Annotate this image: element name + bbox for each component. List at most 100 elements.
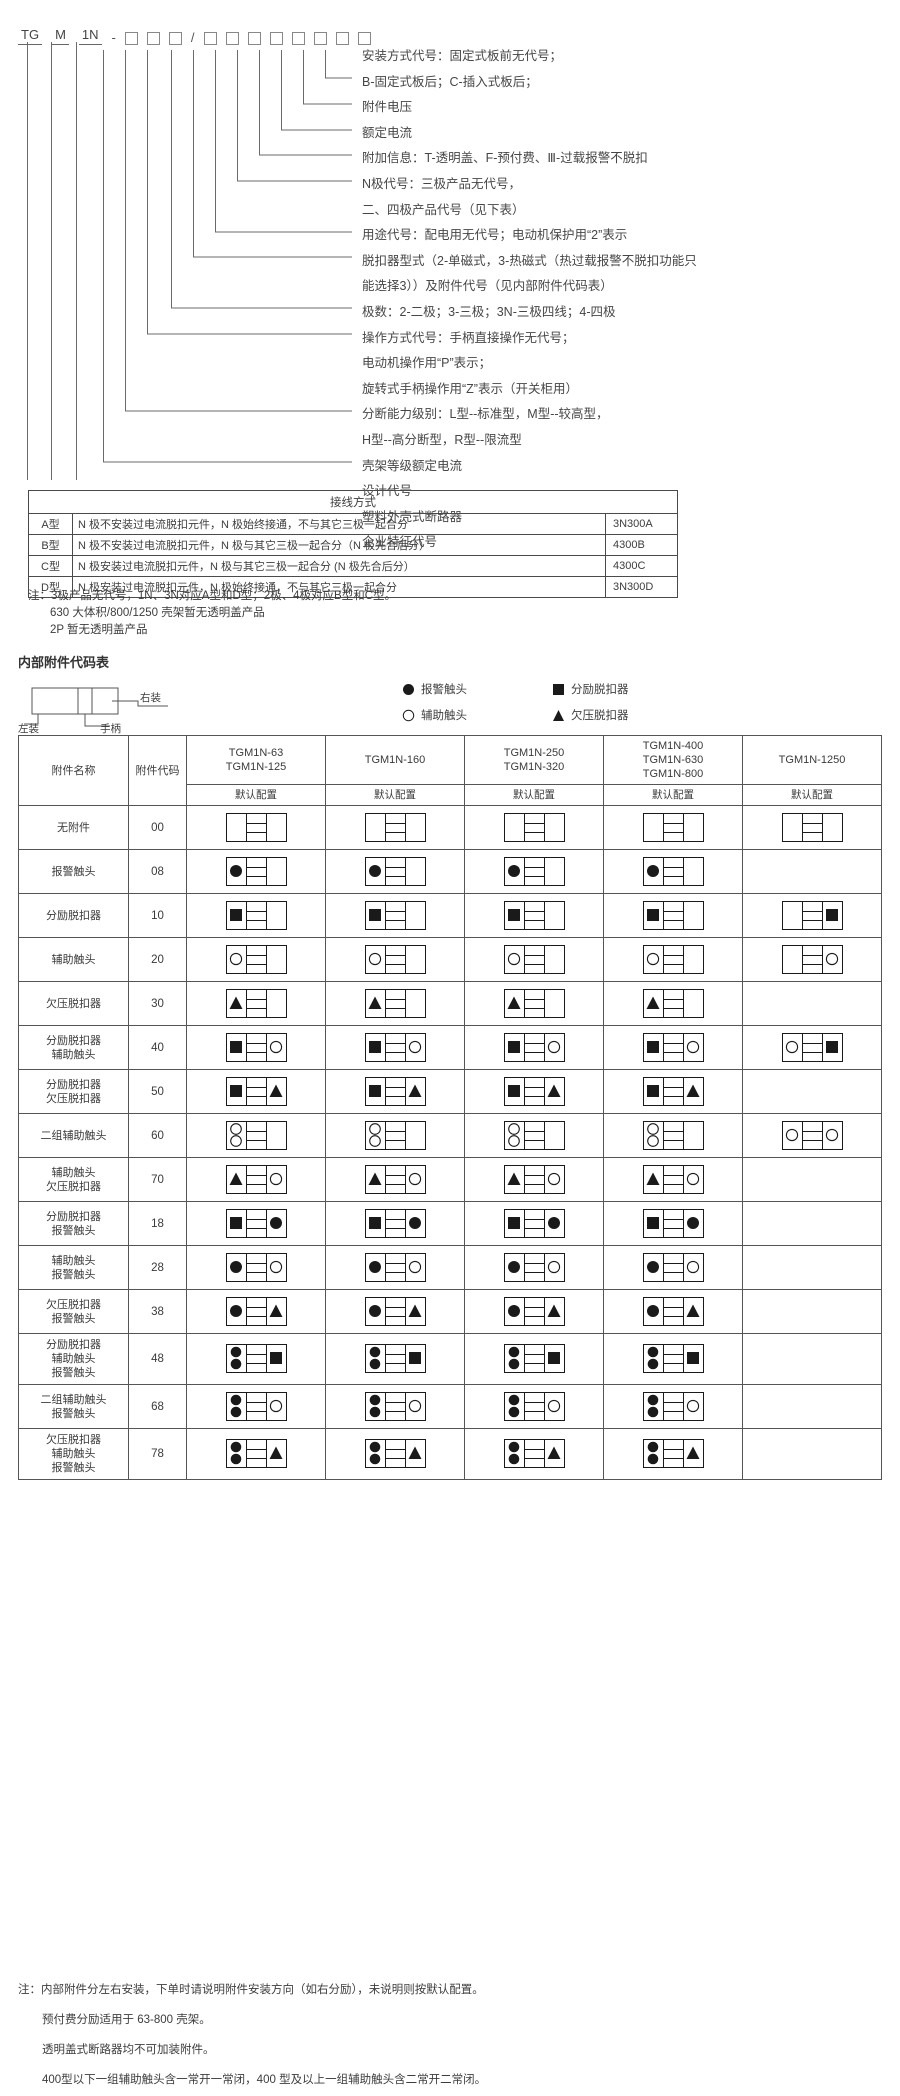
desc-line-15: 分断能力级别：L型--标准型，M型--较高型， bbox=[362, 407, 609, 422]
header-accessory-name: 附件名称 bbox=[18, 735, 129, 806]
accessory-name: 分励脱扣器 辅助触头 报警触头 bbox=[18, 1333, 129, 1385]
accessory-code: 10 bbox=[128, 893, 187, 938]
config-diagram-cell bbox=[464, 937, 604, 982]
config-diagram-cell bbox=[464, 1428, 604, 1480]
config-diagram-cell bbox=[464, 1113, 604, 1158]
notes-bottom: 注：内部附件分左右安装，下单时请说明附件安装方向（如右分励），未说明则按默认配置… bbox=[18, 1975, 486, 2095]
handle-orientation-figure: 左装 手柄 右装 bbox=[18, 680, 218, 735]
accessory-name: 分励脱扣器 bbox=[18, 893, 129, 938]
legend-item-shunt-release: 分励脱扣器 bbox=[545, 681, 695, 697]
config-diagram-cell bbox=[325, 981, 465, 1026]
legend-item-undervoltage-release: 欠压脱扣器 bbox=[545, 707, 695, 723]
wiring-type: A型 bbox=[28, 513, 73, 535]
config-diagram-cell bbox=[742, 1201, 882, 1246]
code-box-10 bbox=[335, 32, 349, 45]
table-row: 分励脱扣器 报警触头 18 bbox=[18, 1201, 882, 1246]
handle-right-label: 右装 bbox=[140, 691, 161, 704]
accessory-name: 分励脱扣器 报警触头 bbox=[18, 1201, 129, 1246]
config-diagram-cell bbox=[186, 1289, 326, 1334]
config-diagram-cell bbox=[603, 981, 743, 1026]
code-box-3 bbox=[168, 32, 182, 45]
header-default-1: 默认配置 bbox=[186, 784, 326, 806]
accessory-code: 70 bbox=[128, 1157, 187, 1202]
wiring-desc: N 极不安装过电流脱扣元件，N 极与其它三极一起合分（N 极先合后分） bbox=[72, 534, 606, 556]
accessory-code: 30 bbox=[128, 981, 187, 1026]
desc-line-13: 电动机操作用“P”表示； bbox=[362, 356, 492, 371]
config-diagram-cell bbox=[464, 805, 604, 850]
table-row: A型 N 极不安装过电流脱扣元件，N 极始终接通，不与其它三极一起合分 3N30… bbox=[28, 513, 678, 535]
config-diagram-cell bbox=[742, 1157, 882, 1202]
accessory-code: 48 bbox=[128, 1333, 187, 1385]
table-row: C型 N 极安装过电流脱扣元件，N 极与其它三极一起合分 (N 极先合后分） 4… bbox=[28, 555, 678, 577]
legend-row: 报警触头 分励脱扣器 bbox=[395, 676, 695, 702]
accessory-code: 60 bbox=[128, 1113, 187, 1158]
code-box-11 bbox=[357, 32, 371, 45]
config-diagram-cell bbox=[325, 849, 465, 894]
desc-line-3: 附件电压 bbox=[362, 100, 413, 115]
config-diagram-cell bbox=[186, 981, 326, 1026]
desc-line-12: 操作方式代号：手柄直接操作无代号； bbox=[362, 330, 575, 345]
accessory-name: 二组辅助触头 bbox=[18, 1113, 129, 1158]
filled-triangle-icon bbox=[545, 709, 571, 722]
config-diagram-cell bbox=[742, 893, 882, 938]
header-model-1: TGM1N-63 TGM1N-125 bbox=[186, 735, 326, 785]
table-row: 二组辅助触头 60 bbox=[18, 1113, 882, 1158]
desc-line-1: 安装方式代号：固定式板前无代号； bbox=[362, 49, 563, 63]
config-diagram-cell bbox=[603, 1113, 743, 1158]
accessory-name: 二组辅助触头 报警触头 bbox=[18, 1384, 129, 1429]
desc-line-11: 极数：2-二极；3-三极；3N-三极四线；4-四极 bbox=[362, 304, 616, 319]
config-diagram-cell bbox=[325, 893, 465, 938]
note-line-3: 2P 暂无透明盖产品 bbox=[50, 624, 148, 636]
table-row: 欠压脱扣器 30 bbox=[18, 981, 882, 1026]
desc-line-6: N极代号：三极产品无代号， bbox=[362, 176, 522, 191]
header-model-3: TGM1N-250 TGM1N-320 bbox=[464, 735, 604, 785]
config-diagram-cell bbox=[464, 849, 604, 894]
accessory-code: 50 bbox=[128, 1069, 187, 1114]
config-diagram-cell bbox=[603, 805, 743, 850]
config-diagram-cell bbox=[325, 805, 465, 850]
header-default-2: 默认配置 bbox=[325, 784, 465, 806]
header-model-5: TGM1N-1250 bbox=[742, 735, 882, 785]
wiring-code: 3N300D bbox=[605, 576, 678, 598]
table-row: B型 N 极不安装过电流脱扣元件，N 极与其它三极一起合分（N 极先合后分） 4… bbox=[28, 534, 678, 556]
wiring-type: D型 bbox=[28, 576, 73, 598]
accessory-name: 无附件 bbox=[18, 805, 129, 850]
table-row: 辅助触头 欠压脱扣器 70 bbox=[18, 1157, 882, 1202]
header-default-3: 默认配置 bbox=[464, 784, 604, 806]
config-diagram-cell bbox=[186, 1201, 326, 1246]
accessory-code: 40 bbox=[128, 1025, 187, 1070]
desc-line-5: 附加信息：T-透明盖、F-预付费、Ⅲ-过载报警不脱扣 bbox=[362, 151, 648, 166]
config-diagram-cell bbox=[742, 1428, 882, 1480]
legend-row: 辅助触头 欠压脱扣器 bbox=[395, 702, 695, 728]
accessory-code: 28 bbox=[128, 1245, 187, 1290]
wiring-desc: N 极安装过电流脱扣元件，N 极与其它三极一起合分 (N 极先合后分） bbox=[72, 555, 606, 577]
config-diagram-cell bbox=[186, 1333, 326, 1385]
config-diagram-cell bbox=[742, 1113, 882, 1158]
symbol-legend: 报警触头 分励脱扣器 辅助触头 欠压脱扣器 bbox=[395, 676, 695, 728]
config-diagram-cell bbox=[186, 1384, 326, 1429]
config-diagram-cell bbox=[603, 893, 743, 938]
config-diagram-cell bbox=[325, 937, 465, 982]
config-diagram-cell bbox=[325, 1428, 465, 1480]
table-row: 无附件 00 bbox=[18, 805, 882, 850]
config-diagram-cell bbox=[325, 1069, 465, 1114]
config-diagram-cell bbox=[742, 805, 882, 850]
config-diagram-cell bbox=[603, 1069, 743, 1114]
config-diagram-cell bbox=[464, 893, 604, 938]
desc-line-10: 能选择3））及附件代号（见内部附件代码表） bbox=[362, 279, 613, 294]
config-diagram-cell bbox=[325, 1113, 465, 1158]
desc-line-4: 额定电流 bbox=[362, 125, 413, 140]
desc-line-9: 脱扣器型式（2-单磁式，3-热磁式（热过载报警不脱扣功能只 bbox=[362, 253, 697, 268]
note-line-2: 630 大体积/800/1250 壳架暂无透明盖产品 bbox=[50, 607, 265, 619]
config-diagram-cell bbox=[603, 1333, 743, 1385]
wiring-table-title: 接线方式 bbox=[28, 490, 678, 514]
code-box-6 bbox=[247, 32, 261, 45]
table-row: 分励脱扣器 10 bbox=[18, 893, 882, 938]
wiring-type: B型 bbox=[28, 534, 73, 556]
accessory-name: 分励脱扣器 欠压脱扣器 bbox=[18, 1069, 129, 1114]
filled-square-icon bbox=[545, 683, 571, 696]
accessory-name: 欠压脱扣器 报警触头 bbox=[18, 1289, 129, 1334]
handle-left-label: 左装 bbox=[18, 722, 39, 735]
accessory-name: 辅助触头 bbox=[18, 937, 129, 982]
config-diagram-cell bbox=[464, 1245, 604, 1290]
